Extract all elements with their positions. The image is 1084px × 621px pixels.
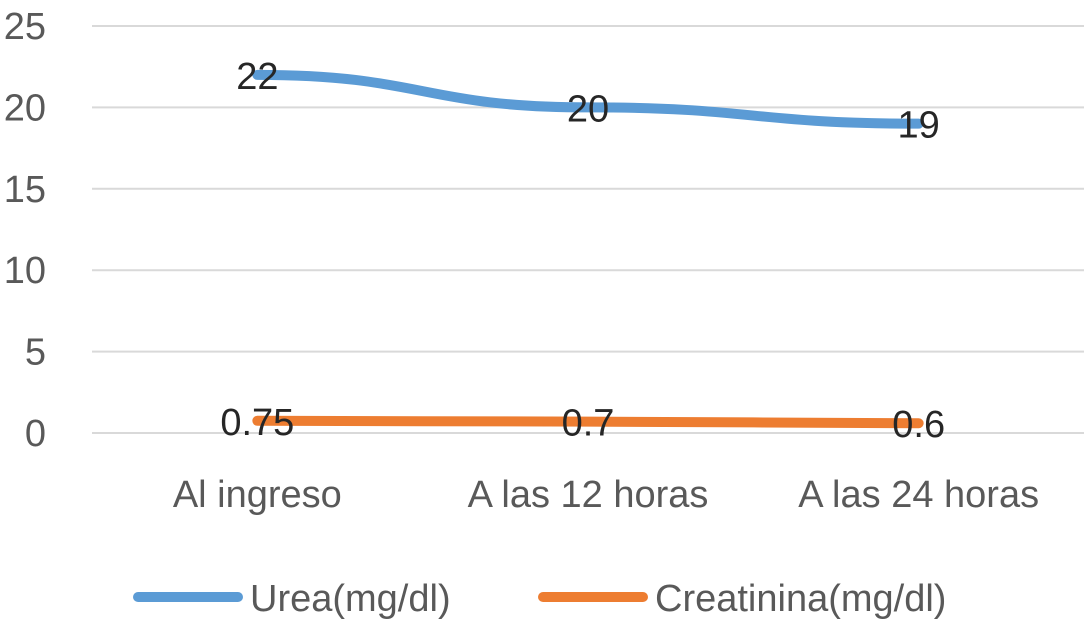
data-label: 22 bbox=[236, 56, 278, 98]
y-axis-ticks: 0 5 10 15 20 25 bbox=[4, 6, 46, 455]
legend-label: Creatinina(mg/dl) bbox=[655, 578, 946, 620]
legend-label: Urea(mg/dl) bbox=[250, 578, 451, 620]
x-tick-label: A las 12 horas bbox=[468, 474, 709, 516]
y-tick-label: 0 bbox=[25, 413, 46, 455]
data-label: 0.7 bbox=[562, 403, 615, 445]
y-tick-label: 15 bbox=[4, 169, 46, 211]
data-label: 20 bbox=[567, 88, 609, 130]
x-tick-label: A las 24 horas bbox=[798, 474, 1039, 516]
x-axis-ticks: Al ingreso A las 12 horas A las 24 horas bbox=[173, 474, 1039, 516]
y-tick-label: 10 bbox=[4, 250, 46, 292]
data-label: 19 bbox=[898, 105, 940, 147]
data-label: 0.6 bbox=[892, 404, 945, 446]
x-tick-label: Al ingreso bbox=[173, 474, 342, 516]
series-lines bbox=[252, 69, 924, 429]
y-tick-label: 20 bbox=[4, 87, 46, 129]
data-label: 0.75 bbox=[220, 402, 294, 444]
y-tick-label: 5 bbox=[25, 332, 46, 374]
y-tick-label: 25 bbox=[4, 6, 46, 48]
data-labels: 22 20 19 0.75 0.7 0.6 bbox=[220, 56, 945, 446]
series-line bbox=[252, 69, 924, 129]
series-line bbox=[252, 415, 924, 429]
legend: Urea(mg/dl) Creatinina(mg/dl) bbox=[133, 578, 946, 620]
